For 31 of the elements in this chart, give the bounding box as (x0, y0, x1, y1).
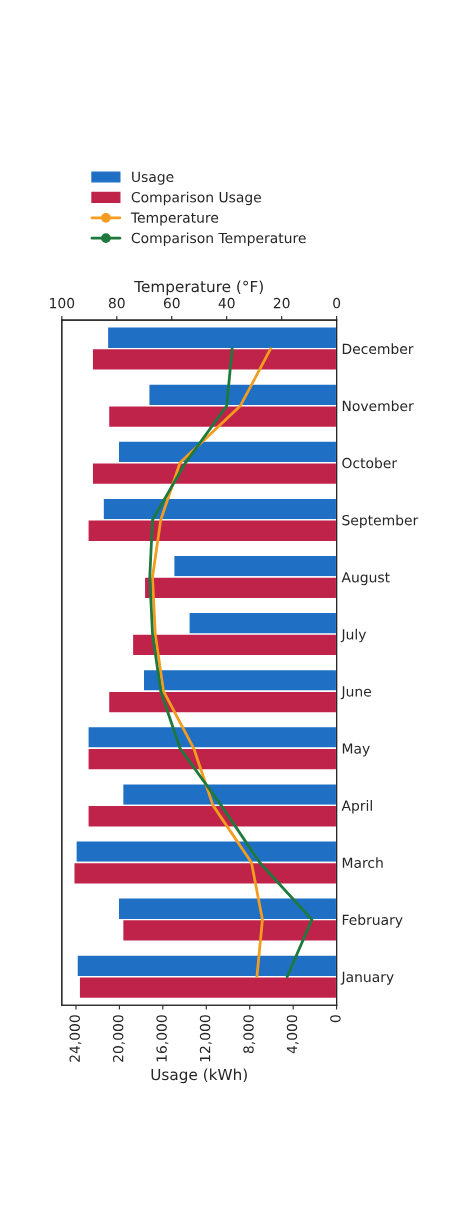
x-tick-label: 8,000 (243, 1015, 256, 1054)
y-tick-label: May (342, 743, 370, 757)
x2-tick-label: 40 (218, 297, 235, 309)
y-tick-label: January (340, 971, 394, 985)
y-tick-label: September (342, 514, 419, 529)
x-tick-label: 16,000 (156, 1015, 169, 1062)
x-axis-title: Usage (kWh) (151, 1068, 247, 1084)
y-tick-label: April (341, 800, 372, 814)
y-tick-label: December (342, 343, 414, 355)
legend-label: Usage (132, 171, 174, 185)
y-tick-label: February (342, 914, 403, 928)
y-tick-label: November (342, 400, 414, 412)
x2-axis-title: Temperature (°F) (134, 280, 263, 296)
x2-tick-label: 100 (50, 297, 75, 309)
y-tick-label: June (340, 686, 371, 700)
x-tick-label: 12,000 (199, 1015, 212, 1062)
y-tick-label: October (342, 457, 398, 469)
x2-tick-label: 80 (108, 297, 125, 309)
x2-tick-label: 20 (273, 297, 290, 309)
y-tick-label: August (341, 572, 390, 586)
x2-tick-label: 60 (163, 297, 180, 309)
legend-label: Temperature (130, 212, 219, 226)
x-tick-label: 20,000 (112, 1015, 125, 1062)
x2-tick-label: 0 (333, 297, 341, 309)
x-tick-label: 4,000 (286, 1015, 299, 1054)
legend-label: Comparison Temperature (131, 232, 306, 246)
y-tick-label: July (340, 628, 367, 643)
legend-label: Comparison Usage (131, 191, 262, 206)
x-tick-label: 0 (330, 1015, 341, 1023)
y-tick-label: March (342, 857, 383, 868)
x-tick-label: 24,000 (69, 1015, 82, 1062)
